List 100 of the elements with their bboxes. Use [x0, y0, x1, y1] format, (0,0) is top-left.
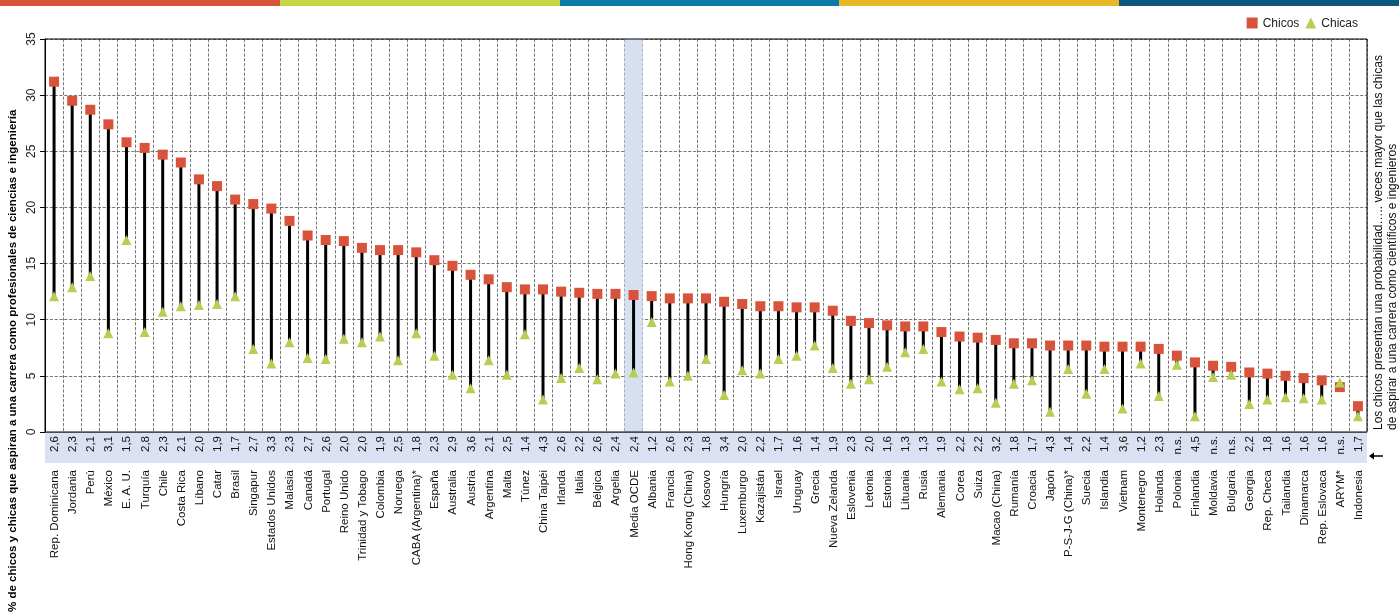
text: 2,3 — [681, 436, 694, 452]
x-tick-label: Islandia — [1098, 469, 1111, 510]
text: 1,9 — [211, 436, 224, 452]
text: 1,9 — [374, 436, 387, 452]
text: 2,6 — [319, 436, 332, 452]
text: 2,0 — [862, 436, 875, 452]
text: 2,0 — [736, 436, 749, 452]
text: 2,2 — [573, 436, 586, 452]
text: 2,3 — [283, 436, 296, 452]
x-tick-label: Finlandia — [1188, 469, 1201, 517]
text: 2,0 — [337, 436, 350, 452]
x-tick-label: México — [102, 470, 115, 507]
x-tick-label: CABA (Argentina)* — [410, 469, 423, 566]
y-tick-label: 30 — [24, 88, 38, 102]
x-tick-label: Italia — [573, 469, 586, 495]
x-tick-label: Trinidad y Tobago — [355, 470, 368, 561]
text: 2,3 — [428, 436, 441, 452]
text: 1,7 — [1025, 436, 1038, 452]
text: 1,6 — [1297, 436, 1310, 452]
text: 1,6 — [790, 436, 803, 452]
x-tick-label: Luxemburgo — [736, 470, 749, 534]
text: 2,4 — [609, 435, 622, 452]
x-tick-label: Austria — [464, 469, 477, 506]
text: 2,6 — [48, 436, 61, 452]
text: 2,3 — [66, 436, 79, 452]
y-tick-label: 15 — [24, 256, 38, 271]
x-tick-label: Hong Kong (China) — [681, 469, 694, 569]
text: 2,2 — [971, 436, 984, 452]
x-tick-label: Polonia — [1170, 469, 1183, 509]
text: 3,1 — [102, 436, 115, 452]
text: 1,6 — [881, 436, 894, 452]
y-tick-label: 25 — [24, 144, 38, 158]
x-tick-label: Tailandia — [1279, 469, 1292, 516]
text: 1,8 — [1007, 436, 1020, 452]
x-tick-label: Costa Rica — [174, 469, 187, 527]
text: 1,3 — [917, 436, 930, 452]
x-tick-label: China Taipéi — [537, 470, 550, 534]
text: 1,4 — [808, 435, 821, 452]
x-tick-label: Corea — [953, 469, 966, 502]
x-tick-label: Catar — [211, 469, 224, 499]
x-tick-label: Albania — [645, 469, 658, 509]
x-tick-label: P-S-J-G (China)* — [1062, 469, 1075, 557]
x-tick-label: Francia — [663, 469, 676, 509]
x-tick-label: Túnez — [518, 469, 531, 502]
text: 4,3 — [1044, 436, 1057, 452]
x-tick-label: Estados Unidos — [265, 469, 278, 551]
text: 1,6 — [1315, 436, 1328, 452]
x-tick-label: Singapur — [247, 469, 260, 517]
x-tick-label: E. A. U. — [120, 470, 133, 509]
x-tick-label: Japón — [1044, 470, 1057, 502]
text: 1,8 — [410, 436, 423, 452]
x-tick-label: Israel — [772, 470, 785, 499]
x-tick-label: Indonesia — [1351, 469, 1364, 520]
x-tick-label: Perú — [84, 470, 97, 495]
x-tick-label: Kazajistán — [754, 470, 767, 524]
legend-label: Chicos — [1262, 16, 1300, 30]
x-tick-label: Suecia — [1080, 469, 1093, 506]
x-tick-label: Kosovo — [700, 470, 712, 509]
x-tick-label: Moldavia — [1207, 469, 1220, 517]
text: 1,3 — [899, 436, 912, 452]
x-tick-label: Suiza — [971, 469, 984, 499]
x-tick-label: Rusia — [917, 469, 930, 500]
x-tick-label: Dinamarca — [1297, 469, 1310, 526]
x-tick-label: Letonia — [862, 469, 875, 508]
text: 2,1 — [482, 436, 495, 452]
x-tick-label: Chile — [156, 470, 169, 497]
text: 1,7 — [229, 436, 242, 452]
y-axis-title: % de chicos y chicas que aspiran a una carrera como profesionales de ciencias e ingeniería — [6, 109, 18, 612]
y-tick-label: 10 — [24, 312, 38, 327]
x-tick-label: Rep. Dominicana — [48, 469, 61, 559]
x-tick-label: Portugal — [319, 470, 332, 513]
x-tick-label: Irlanda — [555, 469, 568, 506]
x-tick-label: Rep. Eslovaca — [1315, 469, 1328, 545]
text: 2,6 — [591, 436, 604, 452]
x-tick-label: Vietnam — [1116, 470, 1129, 512]
text: 1,7 — [772, 436, 785, 452]
text: Los chicos presentan una probabilidad….. veces mayor que las chicas de aspirar a una carrera como científicos e ingenieros — [1371, 51, 1399, 430]
text: 2,5 — [392, 436, 405, 452]
text: n.s. — [1225, 436, 1238, 455]
x-tick-label: Noruega — [392, 469, 405, 515]
text: 1,6 — [1279, 436, 1292, 452]
text: 4,5 — [1188, 436, 1201, 452]
text: 2,9 — [446, 436, 459, 452]
text: 2,3 — [844, 436, 857, 452]
x-tick-label: Líbano — [192, 470, 205, 506]
x-tick-label: ARYM* — [1333, 469, 1346, 508]
x-tick-label: Malasia — [283, 469, 296, 510]
x-tick-label: Bulgaria — [1225, 469, 1238, 513]
x-tick-label: Estonia — [881, 469, 894, 509]
text: 1,4 — [1062, 435, 1075, 452]
text: 2,3 — [156, 436, 169, 452]
x-tick-label: Argelia — [609, 469, 622, 506]
x-tick-label: Bélgica — [591, 469, 604, 508]
text: 2,2 — [953, 436, 966, 452]
text: 2,1 — [84, 436, 97, 452]
y-tick-label: 35 — [24, 32, 38, 46]
text: 1,4 — [1098, 435, 1111, 452]
y-tick-label: 5 — [24, 372, 38, 380]
text: 1,9 — [935, 436, 948, 452]
x-tick-label: Grecia — [808, 469, 821, 504]
